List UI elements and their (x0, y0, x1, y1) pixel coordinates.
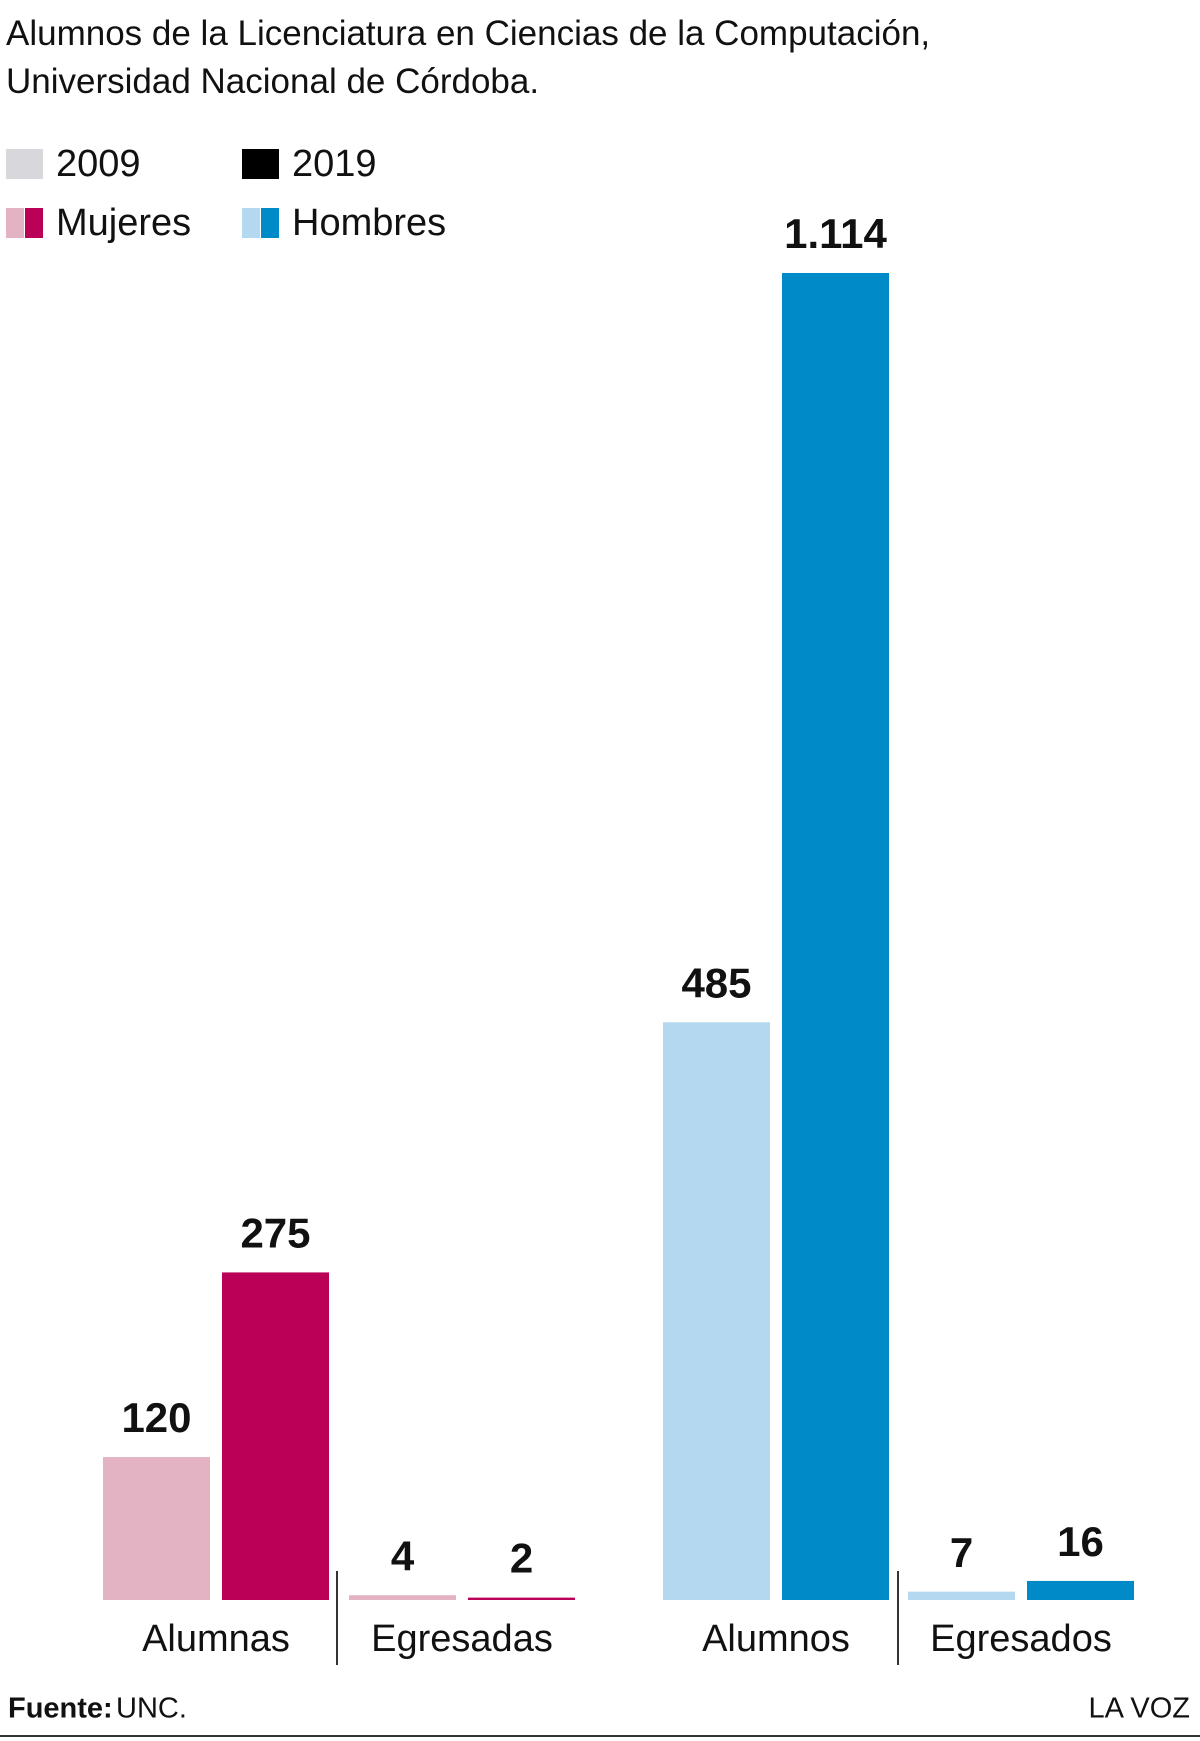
bar (349, 1595, 456, 1600)
bar (1027, 1580, 1134, 1600)
data-label: 7 (950, 1529, 973, 1576)
data-label: 1.114 (784, 210, 887, 257)
legend-swatch (25, 208, 43, 238)
source: UNC. (116, 1693, 187, 1725)
source-label: Fuente: (8, 1693, 113, 1725)
bar (468, 1597, 575, 1600)
data-label: 16 (1057, 1518, 1104, 1565)
legend-label: Hombres (292, 202, 446, 244)
bar (782, 273, 889, 1600)
data-label: 4 (391, 1532, 415, 1579)
bar (663, 1022, 770, 1600)
x-tick-label: Egresados (930, 1618, 1112, 1660)
legend-swatch (6, 149, 43, 179)
legend-swatch (261, 208, 279, 238)
data-label: 120 (121, 1394, 191, 1441)
x-tick-label: Alumnas (142, 1618, 290, 1660)
legend-swatch (242, 149, 279, 179)
data-label: 275 (240, 1210, 310, 1257)
x-tick-label: Alumnos (702, 1618, 850, 1660)
bar (103, 1457, 210, 1600)
bar (222, 1272, 329, 1600)
legend-label: 2019 (292, 143, 377, 185)
legend-swatch (6, 208, 24, 238)
legend-label: Mujeres (56, 202, 191, 244)
legend-swatch (242, 208, 260, 238)
bar (908, 1591, 1015, 1600)
x-tick-label: Egresadas (371, 1618, 553, 1660)
credit: LA VOZ (1088, 1693, 1190, 1725)
chart-title: Alumnos de la Licenciatura en Ciencias d… (6, 14, 931, 101)
data-label: 485 (681, 959, 751, 1006)
legend-label: 2009 (56, 143, 141, 185)
data-label: 2 (510, 1535, 533, 1582)
